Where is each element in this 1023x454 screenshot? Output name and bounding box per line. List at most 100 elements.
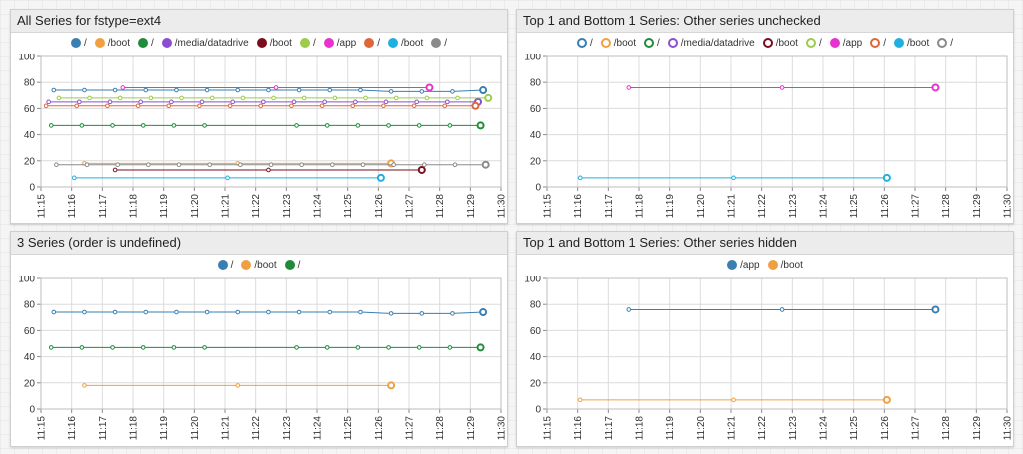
legend-item[interactable]: / xyxy=(138,38,154,49)
data-point[interactable] xyxy=(931,83,940,92)
data-point[interactable] xyxy=(140,345,146,350)
data-point[interactable] xyxy=(143,87,149,93)
data-point[interactable] xyxy=(731,175,736,181)
data-point[interactable] xyxy=(266,309,271,315)
data-point[interactable] xyxy=(779,85,785,90)
data-point[interactable] xyxy=(51,309,57,315)
data-point[interactable] xyxy=(77,99,82,105)
data-point[interactable] xyxy=(51,87,57,93)
data-point[interactable] xyxy=(882,395,891,404)
legend-item[interactable]: /app xyxy=(727,260,760,271)
data-point[interactable] xyxy=(171,123,177,128)
data-point[interactable] xyxy=(171,345,177,350)
legend-item[interactable]: /boot xyxy=(94,38,130,49)
data-point[interactable] xyxy=(296,309,302,315)
data-point[interactable] xyxy=(450,89,455,94)
legend-item[interactable]: / xyxy=(217,260,233,271)
legend-item[interactable]: /boot xyxy=(256,38,292,49)
data-point[interactable] xyxy=(476,343,485,352)
data-point[interactable] xyxy=(301,95,307,101)
data-point[interactable] xyxy=(327,87,333,93)
data-point[interactable] xyxy=(417,165,426,174)
data-point[interactable] xyxy=(419,89,425,94)
data-point[interactable] xyxy=(82,383,87,388)
data-point[interactable] xyxy=(353,99,358,105)
data-point[interactable] xyxy=(445,99,450,105)
data-point[interactable] xyxy=(82,309,87,315)
data-point[interactable] xyxy=(115,162,120,168)
legend-item[interactable]: / xyxy=(805,38,822,49)
data-point[interactable] xyxy=(43,103,49,109)
data-point[interactable] xyxy=(273,85,279,90)
data-point[interactable] xyxy=(176,162,182,168)
data-point[interactable] xyxy=(120,85,126,90)
legend-item[interactable]: / xyxy=(70,38,87,49)
data-point[interactable] xyxy=(330,162,335,168)
data-point[interactable] xyxy=(447,345,453,350)
data-point[interactable] xyxy=(166,103,172,109)
data-point[interactable] xyxy=(230,99,235,105)
legend-item[interactable]: /boot xyxy=(762,38,798,49)
data-point[interactable] xyxy=(484,93,493,102)
data-point[interactable] xyxy=(479,308,488,317)
data-point[interactable] xyxy=(204,87,210,93)
data-point[interactable] xyxy=(146,162,151,168)
data-point[interactable] xyxy=(416,123,422,128)
data-point[interactable] xyxy=(731,397,736,403)
data-point[interactable] xyxy=(117,95,123,101)
data-point[interactable] xyxy=(481,160,490,169)
data-point[interactable] xyxy=(266,87,271,93)
data-point[interactable] xyxy=(383,99,389,105)
data-point[interactable] xyxy=(388,89,394,94)
data-point[interactable] xyxy=(174,309,179,315)
data-point[interactable] xyxy=(393,95,399,101)
data-point[interactable] xyxy=(416,345,422,350)
data-point[interactable] xyxy=(240,95,246,101)
data-point[interactable] xyxy=(169,99,174,105)
data-point[interactable] xyxy=(135,103,141,109)
legend-item[interactable]: /boot xyxy=(600,38,636,49)
legend-item[interactable]: / xyxy=(937,38,953,49)
legend-item[interactable]: / xyxy=(644,38,660,49)
data-point[interactable] xyxy=(179,95,184,101)
data-point[interactable] xyxy=(289,103,294,109)
data-point[interactable] xyxy=(355,123,361,128)
data-point[interactable] xyxy=(424,95,430,101)
data-point[interactable] xyxy=(450,311,455,316)
data-point[interactable] xyxy=(268,162,274,168)
data-point[interactable] xyxy=(931,305,940,314)
data-point[interactable] xyxy=(202,123,207,128)
data-point[interactable] xyxy=(319,103,325,109)
data-point[interactable] xyxy=(479,86,488,95)
data-point[interactable] xyxy=(626,85,632,90)
legend-item[interactable]: /media/datadrive xyxy=(667,38,755,49)
data-point[interactable] xyxy=(266,167,271,173)
data-point[interactable] xyxy=(105,103,110,109)
data-point[interactable] xyxy=(360,162,366,168)
data-point[interactable] xyxy=(46,99,51,105)
data-point[interactable] xyxy=(882,173,891,182)
data-point[interactable] xyxy=(112,167,118,173)
data-point[interactable] xyxy=(79,345,85,350)
legend-item[interactable]: /boot xyxy=(767,260,803,271)
data-point[interactable] xyxy=(82,87,87,93)
legend-item[interactable]: /boot xyxy=(388,38,423,49)
data-point[interactable] xyxy=(419,311,425,316)
data-point[interactable] xyxy=(381,103,386,109)
data-point[interactable] xyxy=(294,123,299,128)
legend-item[interactable]: / xyxy=(870,38,886,49)
legend-item[interactable]: / xyxy=(431,38,447,49)
data-point[interactable] xyxy=(48,345,54,350)
data-point[interactable] xyxy=(138,99,143,105)
data-point[interactable] xyxy=(350,103,356,109)
data-point[interactable] xyxy=(112,309,118,315)
data-point[interactable] xyxy=(414,99,419,105)
data-point[interactable] xyxy=(447,123,453,128)
data-point[interactable] xyxy=(386,123,391,128)
data-point[interactable] xyxy=(452,162,458,168)
data-point[interactable] xyxy=(84,162,90,168)
data-point[interactable] xyxy=(143,309,149,315)
legend-item[interactable]: / xyxy=(284,260,300,271)
data-point[interactable] xyxy=(577,175,583,181)
data-point[interactable] xyxy=(324,123,330,128)
